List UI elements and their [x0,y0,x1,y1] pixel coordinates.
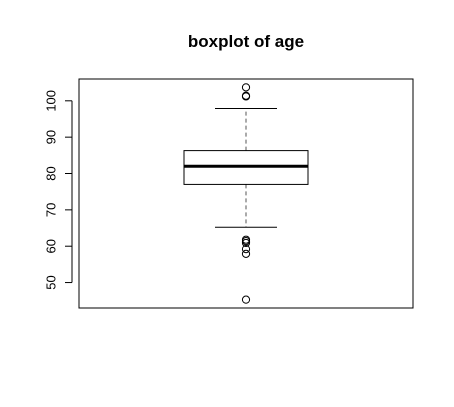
outlier-point-5 [241,238,251,248]
y-tick-label-70: 70 [43,203,58,217]
y-axis: 50 60 70 80 90 100 [43,90,73,290]
y-tick-label-100: 100 [43,90,58,112]
box-and-whisker [183,107,309,228]
outlier-point-2 [241,92,251,101]
outlier-points [241,83,251,304]
y-tick-label-50: 50 [43,275,58,289]
y-tick-label-90: 90 [43,130,58,144]
outlier-point-6 [241,245,251,254]
y-tick-label-60: 60 [43,239,58,253]
outlier-point-8 [241,295,251,304]
outlier-point-0 [241,83,251,92]
plot-frame [78,78,414,309]
y-tick-label-80: 80 [43,166,58,180]
chart-title: boxplot of age [188,32,304,51]
outlier-point-7 [241,249,251,258]
